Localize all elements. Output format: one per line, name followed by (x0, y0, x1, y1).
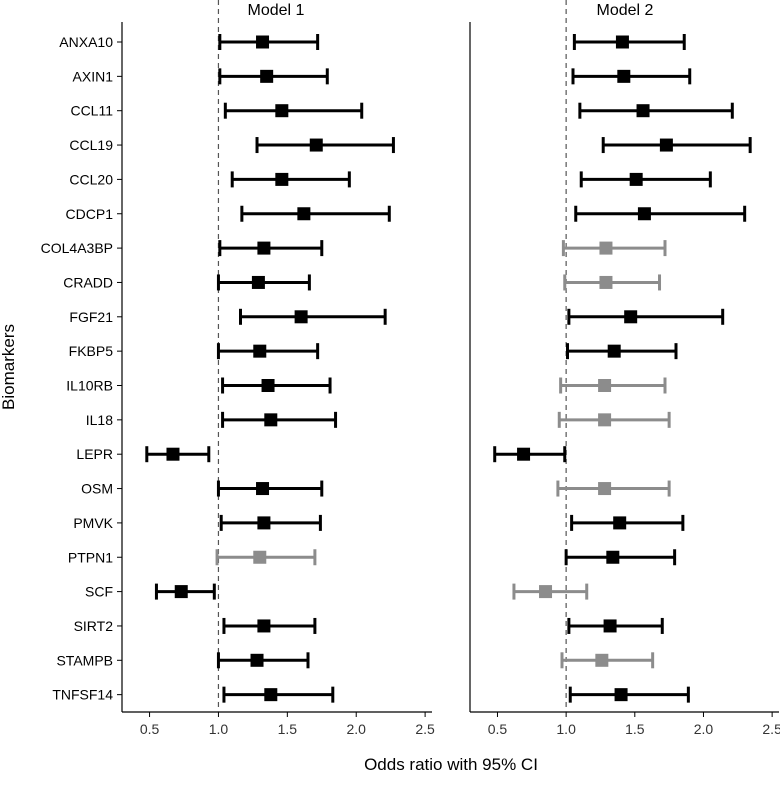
point-estimate-marker (624, 310, 638, 324)
biomarker-label: CRADD (63, 274, 113, 290)
biomarker-label: CCL19 (69, 137, 113, 153)
point-estimate-marker (294, 310, 308, 324)
point-estimate-marker (603, 619, 617, 633)
point-estimate-marker (517, 447, 531, 461)
point-estimate-marker (250, 653, 264, 667)
panel-1-x-tick-label: 1.0 (209, 721, 229, 737)
point-estimate-marker (297, 207, 311, 221)
point-estimate-marker (539, 585, 553, 599)
point-estimate-marker (253, 344, 267, 358)
panel-2-x-tick-label: 1.5 (625, 721, 645, 737)
biomarker-label: STAMPB (56, 652, 113, 668)
point-estimate-marker (275, 104, 289, 118)
biomarker-label: FGF21 (69, 309, 113, 325)
biomarker-label: PMVK (73, 515, 113, 531)
point-estimate-marker (629, 172, 643, 186)
point-estimate-marker (659, 138, 673, 152)
panel-1-x-tick-label: 2.0 (346, 721, 366, 737)
point-estimate-marker (251, 275, 265, 289)
point-estimate-marker (595, 653, 609, 667)
biomarker-label: COL4A3BP (41, 240, 113, 256)
point-estimate-marker (264, 688, 278, 702)
point-estimate-marker (261, 379, 275, 392)
point-estimate-marker (599, 241, 613, 255)
panel-2-x-tick-label: 2.5 (762, 721, 780, 737)
point-estimate-marker (607, 344, 621, 358)
panel-1-x-tick-label: 2.5 (415, 721, 435, 737)
biomarker-label: TNFSF14 (52, 687, 113, 703)
biomarker-label: SCF (85, 584, 113, 600)
point-estimate-marker (257, 241, 271, 255)
point-estimate-marker (606, 550, 620, 564)
biomarker-label: CCL11 (70, 103, 113, 119)
panel-1-title: Model 1 (248, 2, 305, 19)
panel-2-x-tick-label: 1.0 (556, 721, 576, 737)
biomarker-label: IL18 (86, 412, 113, 428)
point-estimate-marker (598, 482, 612, 496)
point-estimate-marker (257, 516, 271, 530)
panel-2-x-tick-label: 0.5 (488, 721, 508, 737)
point-estimate-marker (617, 69, 631, 83)
panel-1-x-tick-label: 1.5 (278, 721, 298, 737)
point-estimate-marker (275, 172, 289, 186)
panel-2-x-tick-label: 2.0 (694, 721, 714, 737)
panel-2-title: Model 2 (597, 2, 654, 19)
biomarker-label: LEPR (76, 446, 113, 462)
point-estimate-marker (174, 585, 188, 599)
biomarker-label: ANXA10 (59, 34, 113, 50)
y-axis-title: Biomarkers (0, 324, 18, 410)
point-estimate-marker (256, 35, 270, 49)
point-estimate-marker (598, 379, 612, 392)
point-estimate-marker (166, 447, 180, 461)
biomarker-label: AXIN1 (73, 68, 114, 84)
point-estimate-marker (253, 550, 267, 564)
point-estimate-marker (614, 688, 628, 702)
point-estimate-marker (256, 482, 270, 496)
panel-1-x-tick-label: 0.5 (140, 721, 160, 737)
point-estimate-marker (598, 413, 612, 427)
biomarker-label: PTPN1 (68, 549, 113, 565)
point-estimate-marker (260, 69, 274, 83)
biomarker-label: SIRT2 (74, 618, 114, 634)
point-estimate-marker (613, 516, 627, 530)
biomarker-label: CDCP1 (66, 206, 114, 222)
point-estimate-marker (257, 619, 271, 633)
point-estimate-marker (636, 104, 650, 118)
biomarker-label: OSM (81, 481, 113, 497)
biomarker-label: FKBP5 (69, 343, 114, 359)
point-estimate-marker (637, 207, 651, 221)
point-estimate-marker (264, 413, 278, 427)
point-estimate-marker (309, 138, 323, 152)
x-axis-title: Odds ratio with 95% CI (364, 755, 538, 774)
point-estimate-marker (615, 35, 629, 49)
point-estimate-marker (599, 275, 613, 289)
biomarker-label: IL10RB (66, 378, 113, 394)
biomarker-label: CCL20 (69, 171, 113, 187)
